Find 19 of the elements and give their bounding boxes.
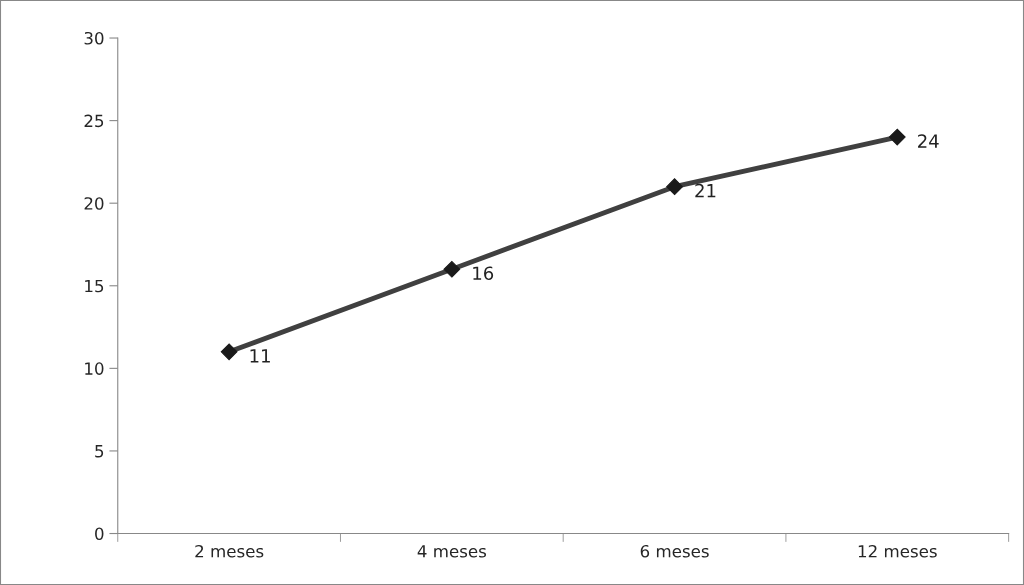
data-label: 16 [473, 266, 494, 281]
y-tick-label: 25 [84, 114, 104, 128]
x-tick-label: 12 meses [858, 544, 937, 558]
data-label: 21 [695, 183, 716, 198]
x-tick-label: 4 meses [417, 545, 487, 558]
point [888, 128, 906, 146]
point [443, 260, 461, 278]
point [666, 178, 683, 196]
y-tick-label: 5 [95, 445, 104, 458]
data-label: 24 [918, 134, 939, 148]
y-tick-label: 10 [85, 362, 104, 375]
y-tick-label: 15 [85, 279, 104, 293]
y-tick-label: 20 [84, 197, 104, 210]
x-tick-label: 2 meses [195, 544, 264, 558]
point [220, 343, 238, 361]
data-label: 11 [250, 349, 270, 363]
y-tick-label: 0 [95, 527, 104, 541]
x-tick-label: 6 meses [640, 544, 709, 558]
y-tick-label: 30 [84, 31, 104, 45]
